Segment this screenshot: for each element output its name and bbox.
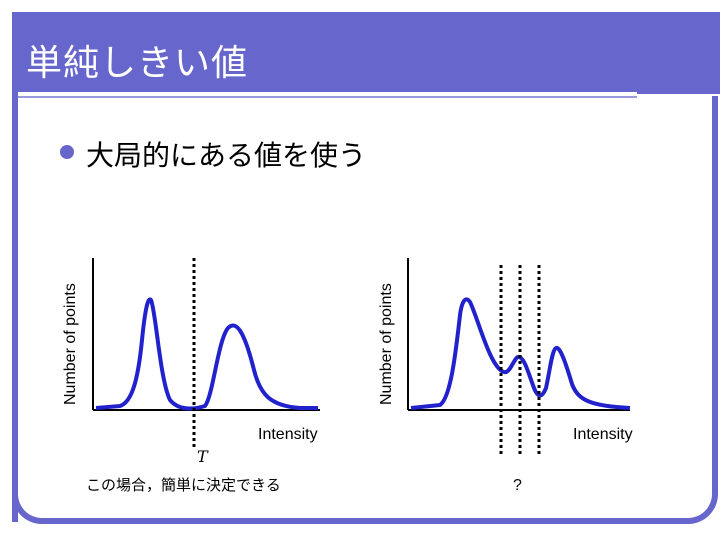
slide-frame xyxy=(12,96,718,524)
right-histogram: Number of points Intensity ? xyxy=(378,258,633,494)
slide-header: 単純しきい値 xyxy=(0,0,720,98)
left-xlabel: Intensity xyxy=(258,426,318,443)
right-trimodal-curve xyxy=(410,297,631,410)
header-rule xyxy=(12,92,637,96)
left-bimodal-curve xyxy=(95,297,318,411)
bullet-text: 大局的にある値を使う xyxy=(86,139,367,172)
right-caption: ? xyxy=(513,477,522,494)
title-band xyxy=(12,12,720,94)
left-ylabel: Number of points xyxy=(62,283,79,405)
slide-title: 単純しきい値 xyxy=(26,43,249,84)
left-histogram: Number of points Intensity T この場合，簡単に決定で… xyxy=(62,258,320,494)
threshold-label: T xyxy=(197,447,209,466)
left-caption: この場合，簡単に決定できる xyxy=(86,476,281,494)
right-ylabel: Number of points xyxy=(378,283,395,405)
right-xlabel: Intensity xyxy=(573,426,633,443)
header-underline xyxy=(12,96,637,98)
bullet-icon xyxy=(60,145,74,159)
corner-decoration xyxy=(694,4,702,12)
